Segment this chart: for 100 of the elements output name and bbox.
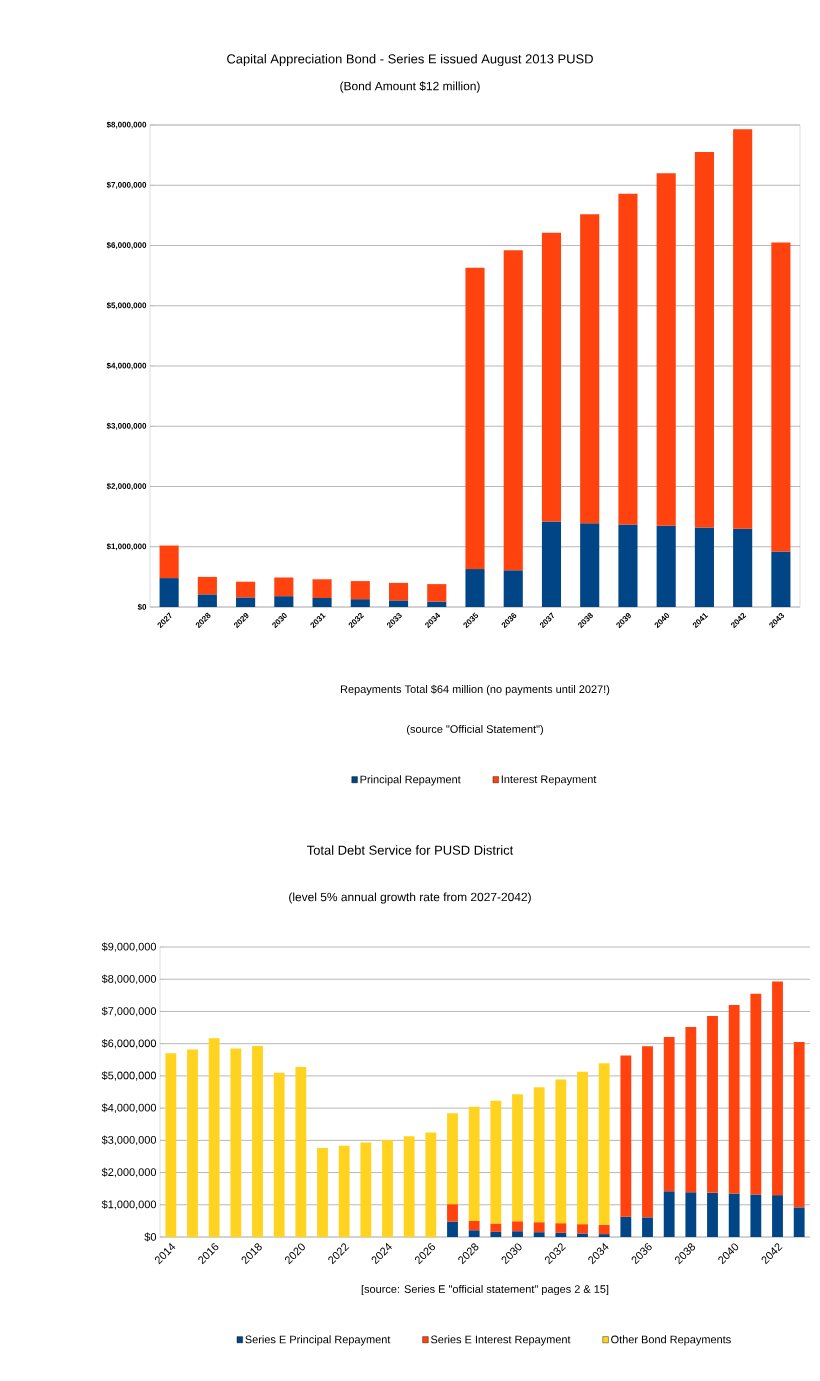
bar <box>468 1106 480 1221</box>
bar <box>620 1055 632 1217</box>
bar <box>360 1142 372 1238</box>
bar <box>312 579 332 598</box>
bar <box>685 1026 697 1193</box>
bar <box>598 1234 610 1238</box>
bar <box>772 1195 783 1238</box>
bar <box>618 193 638 525</box>
bar <box>468 1220 480 1231</box>
bar <box>541 232 562 522</box>
bar <box>685 1192 697 1238</box>
bar <box>642 1046 653 1218</box>
chart-title: Total Debt Service for PUSD District <box>307 845 514 855</box>
bar <box>427 601 447 608</box>
bar <box>707 1192 718 1238</box>
chart-subtitle: (level 5% annual growth rate from 2027-2042) <box>289 892 531 904</box>
bar <box>771 551 791 608</box>
bar <box>620 1216 632 1238</box>
bar <box>503 250 523 571</box>
bar <box>771 242 791 552</box>
bar <box>555 1079 567 1224</box>
bar <box>541 521 562 608</box>
bar <box>694 527 714 608</box>
y-tick-label: $4,000,000 <box>101 1103 157 1113</box>
bar <box>663 1036 675 1192</box>
bar <box>350 581 370 600</box>
y-tick-label: $8,000,000 <box>101 974 157 984</box>
bar <box>273 1072 285 1238</box>
bar <box>312 597 332 608</box>
bar <box>733 129 753 529</box>
bar <box>656 173 676 526</box>
bar <box>694 152 714 528</box>
bar <box>197 576 217 595</box>
bar <box>512 1231 523 1238</box>
bar <box>403 1136 415 1238</box>
bar <box>465 267 485 570</box>
bar <box>750 993 762 1195</box>
bar <box>656 525 676 608</box>
bar <box>465 569 485 608</box>
bar <box>382 1140 393 1238</box>
bar <box>533 1232 545 1238</box>
y-tick-label: $7,000,000 <box>101 1006 157 1017</box>
bar <box>197 594 217 608</box>
legend-label: Series E Interest Repayment <box>430 1335 571 1346</box>
bar <box>425 1132 437 1238</box>
text: (source "Official Statement") <box>407 724 543 736</box>
bar <box>577 1233 588 1238</box>
bar <box>772 981 783 1196</box>
bar <box>252 1045 263 1238</box>
bar <box>598 1063 610 1225</box>
bar <box>159 578 179 608</box>
bar <box>159 545 179 579</box>
bar <box>236 597 256 608</box>
bar <box>728 1193 740 1238</box>
bar <box>490 1231 502 1238</box>
legend-label: Interest Repayment <box>501 775 597 786</box>
bar <box>512 1221 523 1232</box>
bar <box>490 1223 502 1232</box>
bar <box>598 1224 610 1235</box>
bar <box>642 1217 653 1238</box>
chart-title: Capital Appreciation Bond - Series E issued August 2013 PUSD <box>227 53 593 67</box>
bar <box>236 581 256 598</box>
bar <box>663 1191 675 1238</box>
bar <box>618 524 638 608</box>
bar <box>468 1230 480 1238</box>
bar <box>295 1066 307 1238</box>
bar <box>490 1100 502 1224</box>
y-tick-label: $9,000,000 <box>101 942 157 952</box>
bar <box>274 596 294 608</box>
bar <box>750 1194 762 1238</box>
x-axis-title: Repayments Total $64 million (no payments until 2027!) <box>340 684 610 696</box>
bar <box>512 1094 523 1222</box>
bar <box>733 528 753 608</box>
bar <box>447 1113 458 1205</box>
legend-label: Other Bond Repayments <box>611 1335 731 1346</box>
bar <box>555 1232 567 1238</box>
bar <box>728 1005 740 1194</box>
legend-label: Principal Repayment <box>360 775 461 786</box>
bar <box>533 1087 545 1223</box>
bar <box>503 570 523 608</box>
y-tick-label: $5,000,000 <box>101 1071 157 1081</box>
text: [source: Series E "official statement" pages 2 & 15] <box>361 1284 609 1296</box>
bar <box>208 1038 220 1238</box>
bar <box>793 1042 805 1208</box>
bar <box>165 1053 177 1238</box>
bar <box>580 214 600 524</box>
bar <box>577 1071 588 1225</box>
bar <box>350 599 370 608</box>
y-tick-label: $1,000,000 <box>101 1200 157 1210</box>
bar <box>447 1204 458 1222</box>
y-tick-label: $0 <box>144 1232 157 1242</box>
bar <box>388 582 409 601</box>
bar <box>187 1049 198 1238</box>
bar <box>447 1221 458 1238</box>
legend-label: Series E Principal Repayment <box>245 1335 391 1346</box>
bar <box>317 1148 328 1238</box>
chart-subtitle: (Bond Amount $12 million) <box>340 81 480 93</box>
bar <box>230 1048 242 1238</box>
y-tick-label: $6,000,000 <box>101 1038 157 1049</box>
bar <box>707 1015 718 1193</box>
